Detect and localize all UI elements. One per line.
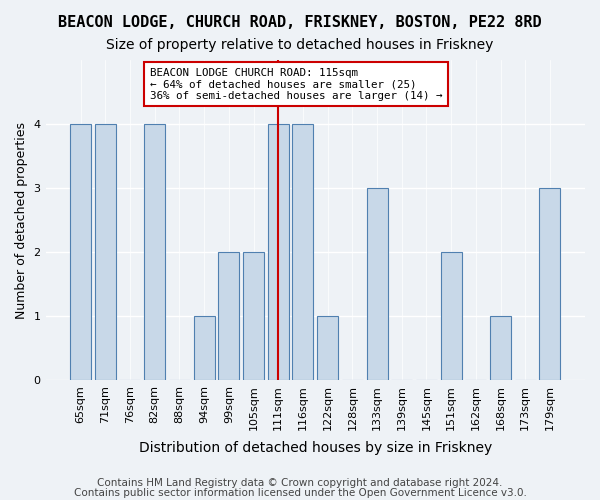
Bar xyxy=(440,252,461,380)
Text: BEACON LODGE, CHURCH ROAD, FRISKNEY, BOSTON, PE22 8RD: BEACON LODGE, CHURCH ROAD, FRISKNEY, BOS… xyxy=(58,15,542,30)
Bar xyxy=(539,188,560,380)
Y-axis label: Number of detached properties: Number of detached properties xyxy=(15,122,28,318)
Bar xyxy=(194,316,215,380)
Bar xyxy=(144,124,165,380)
Text: Size of property relative to detached houses in Friskney: Size of property relative to detached ho… xyxy=(106,38,494,52)
X-axis label: Distribution of detached houses by size in Friskney: Distribution of detached houses by size … xyxy=(139,441,492,455)
Bar xyxy=(490,316,511,380)
Bar xyxy=(95,124,116,380)
Text: Contains HM Land Registry data © Crown copyright and database right 2024.: Contains HM Land Registry data © Crown c… xyxy=(97,478,503,488)
Bar xyxy=(367,188,388,380)
Bar xyxy=(268,124,289,380)
Bar xyxy=(317,316,338,380)
Text: BEACON LODGE CHURCH ROAD: 115sqm
← 64% of detached houses are smaller (25)
36% o: BEACON LODGE CHURCH ROAD: 115sqm ← 64% o… xyxy=(150,68,442,101)
Text: Contains public sector information licensed under the Open Government Licence v3: Contains public sector information licen… xyxy=(74,488,526,498)
Bar xyxy=(70,124,91,380)
Bar xyxy=(292,124,313,380)
Bar xyxy=(218,252,239,380)
Bar xyxy=(243,252,264,380)
